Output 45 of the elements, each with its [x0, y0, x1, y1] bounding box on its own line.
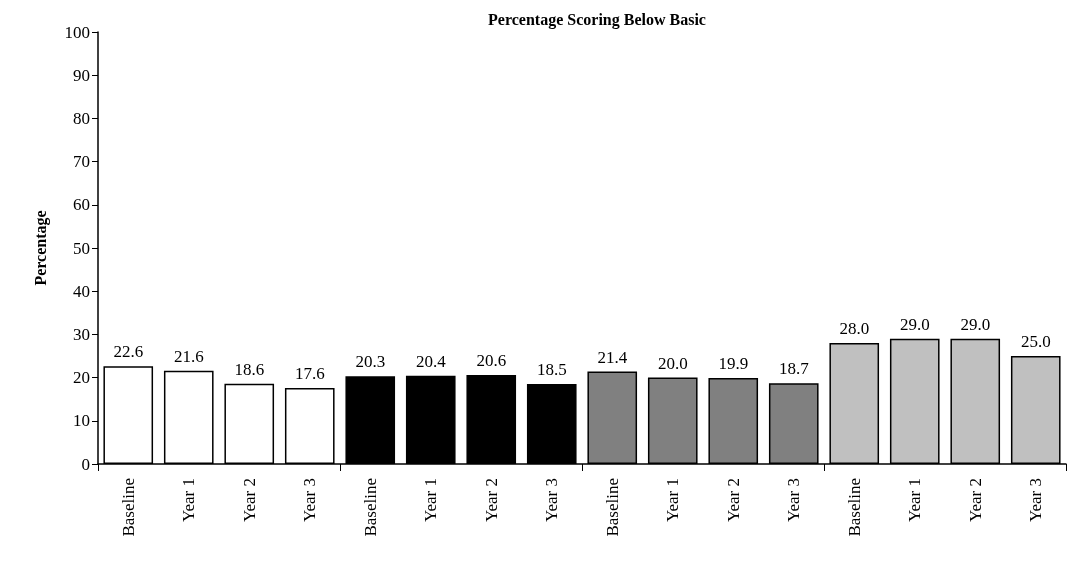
y-tick-label: 40 [73, 281, 90, 301]
data-label: 20.3 [355, 352, 386, 372]
data-label: 18.5 [536, 360, 567, 380]
data-label: 25.0 [1020, 332, 1051, 351]
x-tick-label: Year 2 [723, 478, 743, 523]
x-tick-label: Year 1 [421, 478, 441, 523]
chart-title: Percentage Scoring Below Basic [488, 10, 706, 29]
x-tick-label: Year 1 [905, 478, 925, 523]
data-label: 17.6 [294, 363, 325, 383]
x-tick-label: Year 2 [481, 478, 501, 523]
y-axis-title: Percentage [31, 210, 50, 286]
data-label: 22.6 [113, 342, 144, 362]
x-tick-label: Year 3 [542, 478, 562, 523]
y-tick-label: 10 [73, 411, 90, 431]
x-tick-label: Year 3 [1026, 478, 1046, 523]
y-tick-label: 50 [73, 238, 90, 258]
x-tick-label: Baseline [118, 478, 138, 537]
y-tick-label: 30 [73, 324, 90, 344]
data-label: 21.6 [173, 346, 204, 366]
x-tick-label: Year 2 [965, 478, 985, 523]
x-tick-label: Year 1 [179, 478, 199, 523]
data-label: 21.4 [597, 347, 628, 367]
data-label: 18.7 [778, 359, 810, 379]
y-tick-label: 20 [73, 368, 90, 388]
data-label: 28.0 [839, 319, 870, 339]
data-label: 20.4 [415, 351, 447, 371]
data-label: 29.0 [960, 314, 991, 334]
x-tick-label: Year 2 [239, 478, 259, 523]
y-tick-label: 70 [73, 152, 90, 172]
x-tick-label: Baseline [602, 478, 622, 537]
data-label: 20.0 [657, 353, 688, 373]
x-tick-label: Baseline [844, 478, 864, 537]
data-label: 20.6 [476, 351, 507, 371]
x-tick-label: Baseline [360, 478, 380, 537]
y-tick-label: 90 [73, 65, 90, 85]
y-tick-label: 100 [64, 22, 90, 42]
data-label: 19.9 [718, 354, 749, 374]
y-tick-label: 60 [73, 195, 90, 215]
x-tick-label: Year 3 [300, 478, 320, 523]
x-tick-label: Year 1 [663, 478, 683, 523]
y-tick-label: 80 [73, 108, 90, 128]
data-label: 29.0 [899, 314, 930, 334]
x-tick-label: Year 3 [784, 478, 804, 523]
data-label: 18.6 [234, 359, 265, 379]
y-tick-label: 0 [81, 454, 90, 474]
